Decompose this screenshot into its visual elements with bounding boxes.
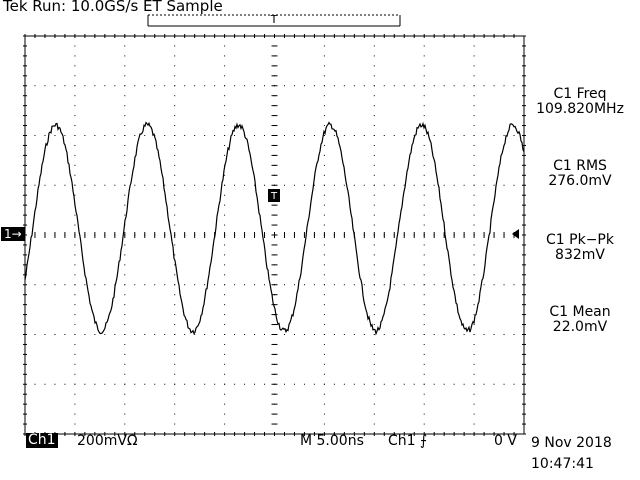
measurement-value-mean: 22.0mV <box>552 319 608 335</box>
svg-text:T: T <box>270 191 278 202</box>
trigger-position-icon: T <box>270 13 278 26</box>
measurement-value-pkpk: 832mV <box>555 247 605 263</box>
channel-badge[interactable]: Ch1 <box>26 432 58 448</box>
ch1-waveform-trace <box>24 121 525 336</box>
time-readout: 10:47:41 <box>531 456 594 472</box>
svg-text:1→: 1→ <box>4 227 22 241</box>
graticule-grid <box>24 35 515 435</box>
measurement-value-freq: 109.820MHz <box>536 101 624 117</box>
trigger-source-label: Ch1 <box>388 433 416 449</box>
acquisition-status: Tek Run: 10.0GS/s ET Sample <box>3 0 223 15</box>
measurement-value-rms: 276.0mV <box>548 173 612 189</box>
measurement-label-mean: C1 Mean <box>549 304 611 320</box>
graticule-crosshair <box>23 34 526 436</box>
rising-edge-icon: ⨍ <box>420 433 428 449</box>
volts-per-div-readout: 200mVΩ <box>77 433 138 449</box>
record-position-bracket: T <box>147 13 401 27</box>
trigger-source-readout: Ch1 ⨍ <box>388 433 427 449</box>
trigger-level-arrow-icon <box>512 229 519 239</box>
measurement-label-freq: C1 Freq <box>553 86 607 102</box>
measurement-label-rms: C1 RMS <box>553 158 607 174</box>
channel-1-marker[interactable]: 1→ <box>1 227 25 241</box>
trigger-level-readout: 0 V <box>494 433 517 449</box>
timebase-readout: M 5.00ns <box>300 433 364 449</box>
trigger-marker[interactable]: T <box>268 189 280 202</box>
measurement-label-pkpk: C1 Pk−Pk <box>546 232 614 248</box>
date-readout: 9 Nov 2018 <box>531 435 612 451</box>
